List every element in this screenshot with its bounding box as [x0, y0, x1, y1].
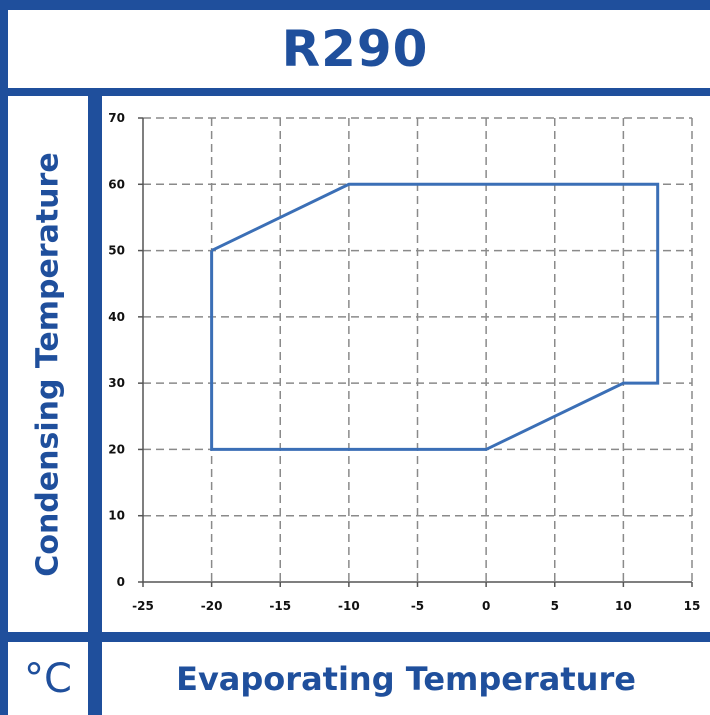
x-tick-label: -5: [411, 599, 424, 613]
y-tick-label: 10: [108, 509, 125, 523]
x-tick-label: 10: [615, 599, 632, 613]
x-axis-label: Evaporating Temperature: [176, 659, 636, 698]
frame-left-border: [0, 0, 8, 715]
x-tick-label: -15: [269, 599, 291, 613]
x-tick-label: -10: [338, 599, 360, 613]
frame-bottom-divider: [0, 632, 710, 642]
y-tick-label: 30: [108, 376, 125, 390]
y-tick-label: 20: [108, 442, 125, 456]
x-tick-label: -20: [201, 599, 223, 613]
frame-top-border: [0, 0, 710, 10]
y-tick-label: 0: [117, 575, 125, 589]
y-tick-label: 60: [108, 177, 125, 191]
operating-envelope-line: [210, 182, 660, 451]
frame-vertical-divider: [88, 96, 102, 715]
y-tick-label: 70: [108, 111, 125, 125]
x-tick-label: 0: [482, 599, 490, 613]
x-tick-label: 15: [684, 599, 701, 613]
frame-title-divider: [0, 88, 710, 96]
y-tick-label: 40: [108, 310, 125, 324]
x-tick-label: -25: [132, 599, 154, 613]
unit-label: °C: [24, 655, 72, 702]
y-tick-label: 50: [108, 244, 125, 258]
x-tick-label: 5: [551, 599, 559, 613]
chart-title: R290: [281, 20, 429, 78]
